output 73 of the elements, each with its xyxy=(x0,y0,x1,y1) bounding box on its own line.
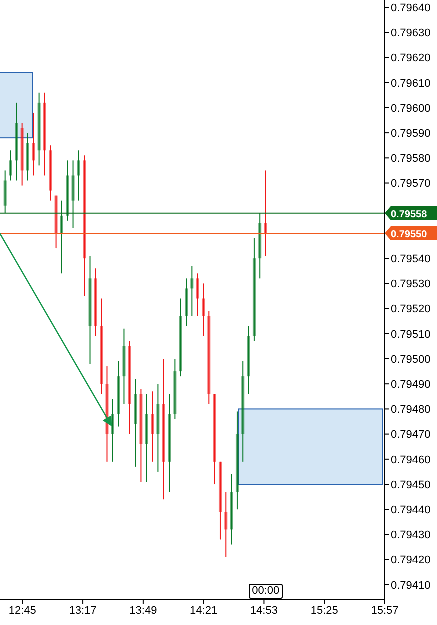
candlestick xyxy=(83,155,86,297)
candlestick xyxy=(140,388,143,483)
y-tick-label: 0.79490 xyxy=(391,379,431,392)
candlestick xyxy=(32,112,36,176)
candlestick xyxy=(264,170,268,257)
y-tick-label: 0.79500 xyxy=(391,354,431,366)
candlestick xyxy=(242,361,245,462)
candlestick xyxy=(117,361,120,428)
candlestick xyxy=(156,384,160,472)
y-tick-label: 0.79570 xyxy=(391,178,431,190)
candlestick xyxy=(230,474,234,546)
y-tick-label: 0.79600 xyxy=(391,102,431,115)
y-tick-label: 0.79440 xyxy=(391,504,431,517)
candlestick xyxy=(145,394,148,483)
x-tick-label: 14:53 xyxy=(250,604,278,617)
candlestick xyxy=(111,398,114,462)
candlestick xyxy=(128,340,132,435)
y-tick-label: 0.79580 xyxy=(391,153,431,166)
x-tick-label: 13:49 xyxy=(130,604,158,617)
ref-line-label: 0.79550 xyxy=(391,229,428,240)
y-tick-label: 0.79640 xyxy=(391,2,431,14)
candlestick xyxy=(20,122,24,186)
y-tick-label: 0.79510 xyxy=(391,328,431,341)
y-tick-label: 0.79590 xyxy=(391,128,431,140)
x-tick-label: 15:25 xyxy=(310,604,338,617)
candlestick xyxy=(9,150,12,182)
y-tick-label: 0.79630 xyxy=(391,28,431,40)
y-tick-label: 0.79540 xyxy=(391,253,431,266)
y-tick-label: 0.79530 xyxy=(391,278,431,291)
candlestick xyxy=(122,328,126,405)
candlestick xyxy=(252,238,256,342)
ref-line-label: 0.79558 xyxy=(391,209,428,220)
candlestick xyxy=(26,132,30,182)
annotation: 00:00 xyxy=(249,584,283,599)
candlestick xyxy=(94,268,98,337)
candlestick xyxy=(38,92,41,166)
y-tick-label: 0.79520 xyxy=(391,304,431,316)
x-tick-label: 12:45 xyxy=(8,604,36,617)
candlestick xyxy=(224,492,228,558)
candlestick xyxy=(185,278,188,327)
candlestick xyxy=(213,394,216,486)
y-tick-label: 0.79610 xyxy=(391,78,431,90)
candlestick xyxy=(196,273,200,317)
candlestick xyxy=(77,150,80,202)
candlestick xyxy=(43,92,46,176)
candlestick xyxy=(218,461,222,540)
y-tick-label: 0.79420 xyxy=(391,554,431,567)
candlestick xyxy=(247,326,250,395)
candlestick xyxy=(88,256,92,365)
candlestick xyxy=(174,358,177,420)
y-tick-label: 0.79460 xyxy=(391,454,431,466)
candlestick xyxy=(151,391,154,462)
x-tick-label: 13:17 xyxy=(69,604,97,617)
candlestick xyxy=(179,298,182,378)
candlestick xyxy=(134,378,138,468)
candlestick xyxy=(162,358,166,500)
candlestick xyxy=(202,283,205,337)
candlestick xyxy=(236,411,239,510)
y-tick-label: 0.79410 xyxy=(391,580,431,592)
candlestick xyxy=(49,145,52,202)
candlestick xyxy=(168,394,172,493)
candlestick xyxy=(15,102,18,182)
y-tick-label: 0.79470 xyxy=(391,429,431,442)
x-tick-label: 14:21 xyxy=(190,604,218,617)
y-tick-label: 0.79450 xyxy=(391,479,431,492)
candlestick xyxy=(208,310,211,405)
candlestick xyxy=(190,266,194,317)
x-tick-label: 15:57 xyxy=(371,604,399,617)
y-tick-label: 0.79480 xyxy=(391,404,431,416)
candlestick xyxy=(100,298,104,395)
y-tick-label: 0.79430 xyxy=(391,530,431,542)
y-tick-label: 0.79620 xyxy=(391,52,431,65)
candlestick xyxy=(54,195,58,250)
